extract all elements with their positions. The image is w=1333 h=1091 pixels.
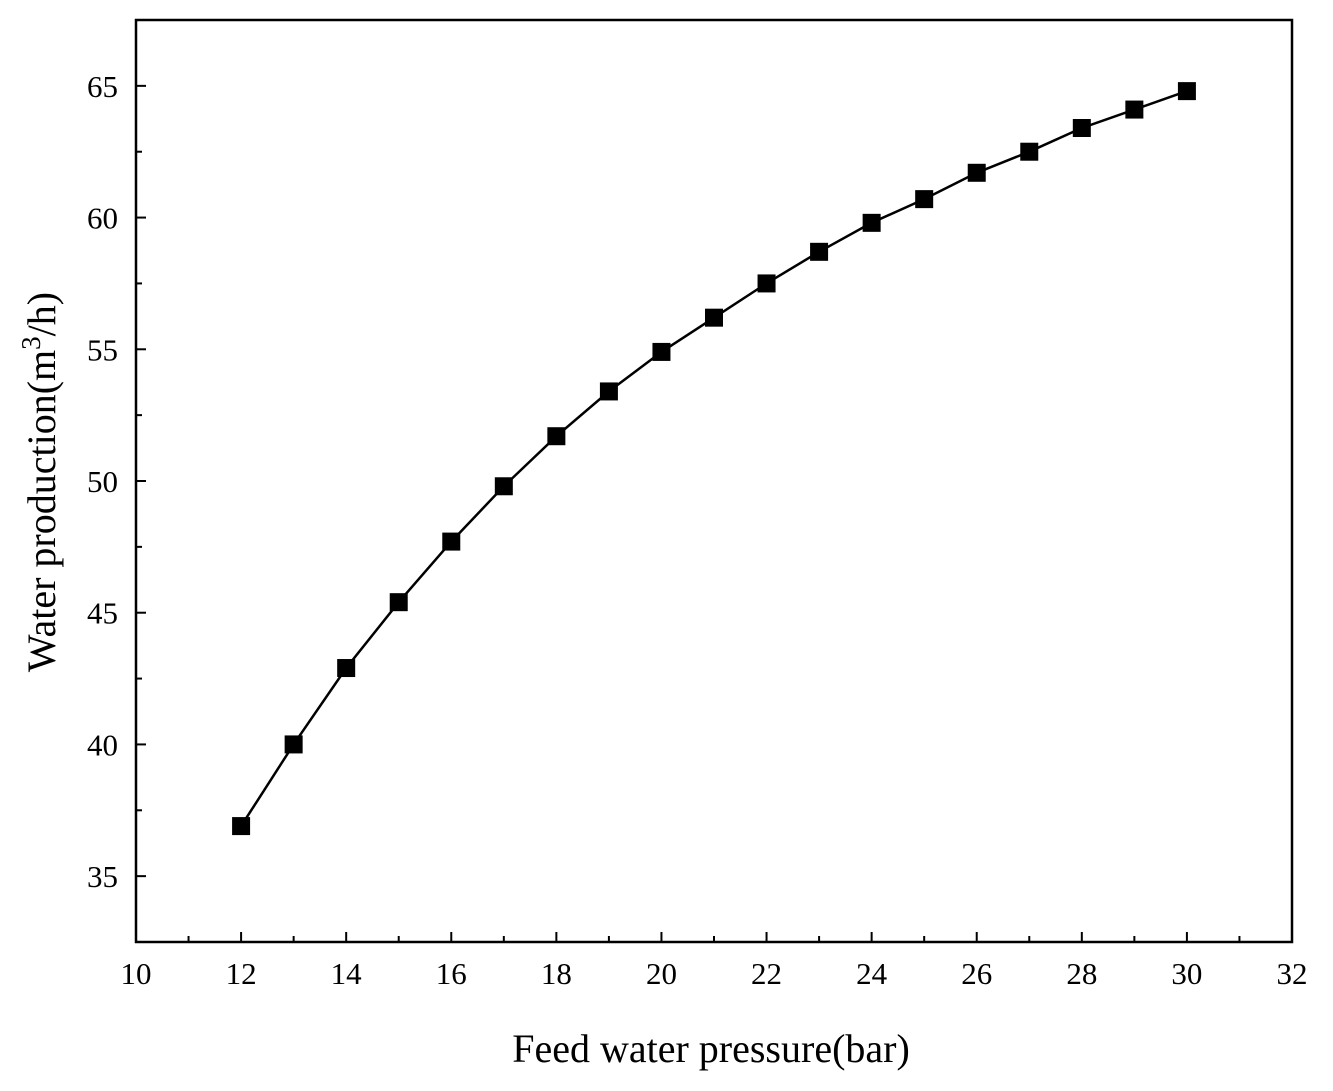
data-point-marker	[494, 477, 513, 496]
y-tick-label: 45	[87, 596, 118, 631]
data-point-marker	[967, 163, 986, 182]
y-tick-label: 35	[87, 859, 118, 894]
x-tick-label: 14	[331, 956, 363, 991]
data-point-marker	[232, 817, 251, 836]
data-point-marker	[915, 190, 934, 209]
x-tick-labels: 10 12 14 16 18 20 22 24 26 28 30 32	[121, 956, 1308, 991]
y-axis-title-prefix: Water production(m	[19, 350, 64, 672]
x-tick-label: 32	[1277, 956, 1308, 991]
data-point-marker	[862, 213, 881, 232]
y-axis-title: Water production(m3/h)	[16, 292, 64, 672]
plot-frame	[134, 18, 1294, 944]
series-markers	[232, 82, 1196, 836]
axis-ticks	[135, 19, 1293, 942]
y-tick-label: 65	[87, 69, 118, 104]
x-tick-label: 24	[856, 956, 888, 991]
y-axis-title-superscript: 3	[16, 336, 46, 350]
x-tick-label: 20	[646, 956, 677, 991]
data-point-marker	[1177, 82, 1196, 101]
series-lines	[240, 89, 1188, 827]
x-tick-label: 28	[1066, 956, 1097, 991]
x-tick-label: 30	[1171, 956, 1202, 991]
x-tick-label: 26	[961, 956, 992, 991]
y-tick-labels: 35 40 45 50 55 60 65	[87, 69, 118, 894]
data-point-marker	[442, 532, 461, 551]
data-point-marker	[1125, 100, 1144, 119]
x-tick-label: 10	[121, 956, 152, 991]
data-point-marker	[1020, 142, 1039, 161]
data-point-marker	[337, 659, 356, 678]
data-point-marker	[652, 342, 671, 361]
x-tick-label: 22	[751, 956, 782, 991]
y-axis-title-suffix: /h)	[19, 292, 64, 336]
data-point-marker	[810, 242, 829, 261]
y-tick-label: 50	[87, 464, 118, 499]
data-point-marker	[705, 308, 723, 327]
data-point-marker	[284, 735, 303, 754]
y-tick-label: 40	[87, 727, 118, 762]
x-tick-label: 16	[436, 956, 467, 991]
x-tick-label: 18	[541, 956, 572, 991]
x-tick-label: 12	[226, 956, 257, 991]
data-point-marker	[547, 427, 566, 446]
y-tick-label: 55	[87, 332, 118, 367]
series-line	[240, 89, 1188, 827]
data-point-marker	[757, 274, 776, 293]
y-tick-label: 60	[87, 201, 118, 236]
data-point-marker	[1072, 119, 1091, 138]
x-axis-title: Feed water pressure(bar)	[512, 1026, 910, 1071]
data-point-marker	[389, 593, 408, 612]
data-point-marker	[599, 382, 618, 401]
